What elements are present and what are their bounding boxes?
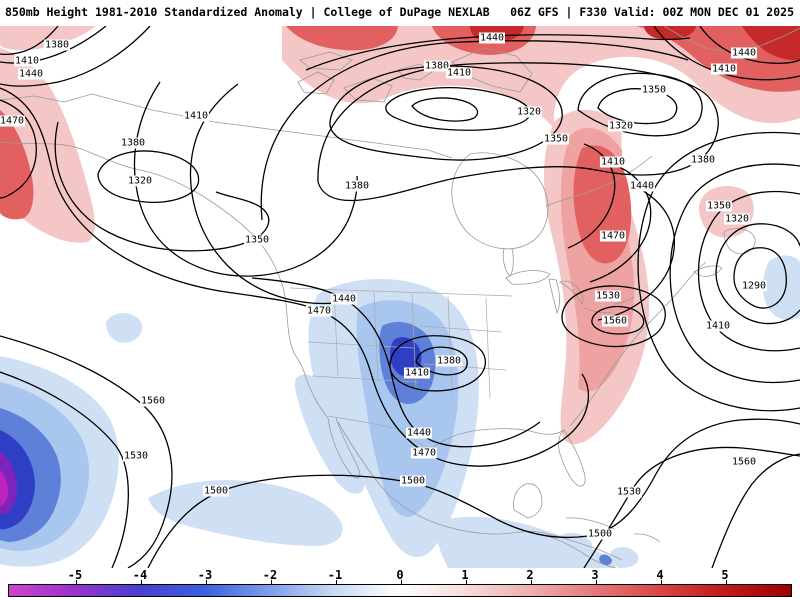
contour-label: 1380 bbox=[435, 355, 463, 367]
map-canvas bbox=[0, 26, 800, 568]
contour-label: 1530 bbox=[615, 486, 643, 498]
contour-label: 1410 bbox=[704, 320, 732, 332]
colorbar-tick-mark bbox=[466, 580, 467, 584]
contour-label: 1470 bbox=[599, 230, 627, 242]
colorbar-tick-mark bbox=[336, 580, 337, 584]
contour-label: 1320 bbox=[723, 213, 751, 225]
contour-label: 1410 bbox=[13, 55, 41, 67]
colorbar-tick-label: 2 bbox=[526, 568, 534, 582]
colorbar-tick-label: 0 bbox=[396, 568, 404, 582]
contour-label: 1500 bbox=[399, 475, 427, 487]
contour-label: 1410 bbox=[445, 67, 473, 79]
contour-label: 1380 bbox=[43, 39, 71, 51]
colorbar-tick-label: 4 bbox=[656, 568, 664, 582]
contour-label: 1290 bbox=[740, 280, 768, 292]
contour-label: 1440 bbox=[405, 427, 433, 439]
contour-label: 1560 bbox=[139, 395, 167, 407]
colorbar-tick-mark bbox=[271, 580, 272, 584]
contour-label: 1350 bbox=[705, 200, 733, 212]
contour-label: 1470 bbox=[410, 447, 438, 459]
contour-label: 1380 bbox=[689, 154, 717, 166]
colorbar-tick-mark bbox=[76, 580, 77, 584]
colorbar-tick-label: -5 bbox=[67, 568, 83, 582]
contour-label: 1440 bbox=[17, 68, 45, 80]
anomaly-shading bbox=[0, 26, 800, 568]
contour-label: 1410 bbox=[710, 63, 738, 75]
map-title: 850mb Height 1981-2010 Standardized Anom… bbox=[5, 5, 490, 19]
contour-label: 1440 bbox=[628, 180, 656, 192]
colorbar-tick-mark bbox=[661, 580, 662, 584]
contour-label: 1380 bbox=[343, 180, 371, 192]
colorbar: -5 -4 -3 -2 -1 0 1 2 3 4 5 bbox=[0, 568, 800, 600]
contour-label: 1380 bbox=[423, 60, 451, 72]
contour-label: 1410 bbox=[182, 110, 210, 122]
colorbar-tick-mark bbox=[596, 580, 597, 584]
model-run-info: 06Z GFS | F330 Valid: 00Z MON DEC 01 202… bbox=[510, 5, 794, 19]
colorbar-tick-label: -3 bbox=[197, 568, 213, 582]
contour-label: 1350 bbox=[542, 133, 570, 145]
contour-label: 1320 bbox=[515, 106, 543, 118]
contour-label: 1440 bbox=[478, 32, 506, 44]
colorbar-tick-label: 3 bbox=[591, 568, 599, 582]
colorbar-tick-label: 5 bbox=[721, 568, 729, 582]
contour-label: 1470 bbox=[0, 115, 26, 127]
contour-label: 1350 bbox=[640, 84, 668, 96]
colorbar-tick-label: -4 bbox=[132, 568, 148, 582]
colorbar-tick-mark bbox=[141, 580, 142, 584]
geography-outlines bbox=[0, 26, 800, 568]
contour-label: 1470 bbox=[305, 305, 333, 317]
contour-label: 1500 bbox=[202, 485, 230, 497]
colorbar-gradient bbox=[8, 580, 792, 597]
titlebar: 850mb Height 1981-2010 Standardized Anom… bbox=[0, 0, 800, 26]
contour-label: 1320 bbox=[607, 120, 635, 132]
colorbar-tick-mark bbox=[401, 580, 402, 584]
contour-label: 1380 bbox=[119, 137, 147, 149]
contour-label: 1560 bbox=[601, 315, 629, 327]
contour-label: 1500 bbox=[586, 528, 614, 540]
contour-label: 1320 bbox=[126, 175, 154, 187]
colorbar-tick-mark bbox=[206, 580, 207, 584]
contour-label: 1530 bbox=[594, 290, 622, 302]
colorbar-tick-label: 1 bbox=[461, 568, 469, 582]
height-contours bbox=[0, 26, 800, 568]
contour-label: 1440 bbox=[730, 47, 758, 59]
contour-label: 1350 bbox=[243, 234, 271, 246]
contour-label: 1440 bbox=[330, 293, 358, 305]
contour-label: 1530 bbox=[122, 450, 150, 462]
contour-label: 1410 bbox=[599, 156, 627, 168]
colorbar-tick-label: -1 bbox=[327, 568, 343, 582]
colorbar-tick-mark bbox=[531, 580, 532, 584]
contour-label: 1410 bbox=[403, 367, 431, 379]
colorbar-tick-mark bbox=[726, 580, 727, 584]
contour-label: 1560 bbox=[730, 456, 758, 468]
colorbar-tick-label: -2 bbox=[262, 568, 278, 582]
